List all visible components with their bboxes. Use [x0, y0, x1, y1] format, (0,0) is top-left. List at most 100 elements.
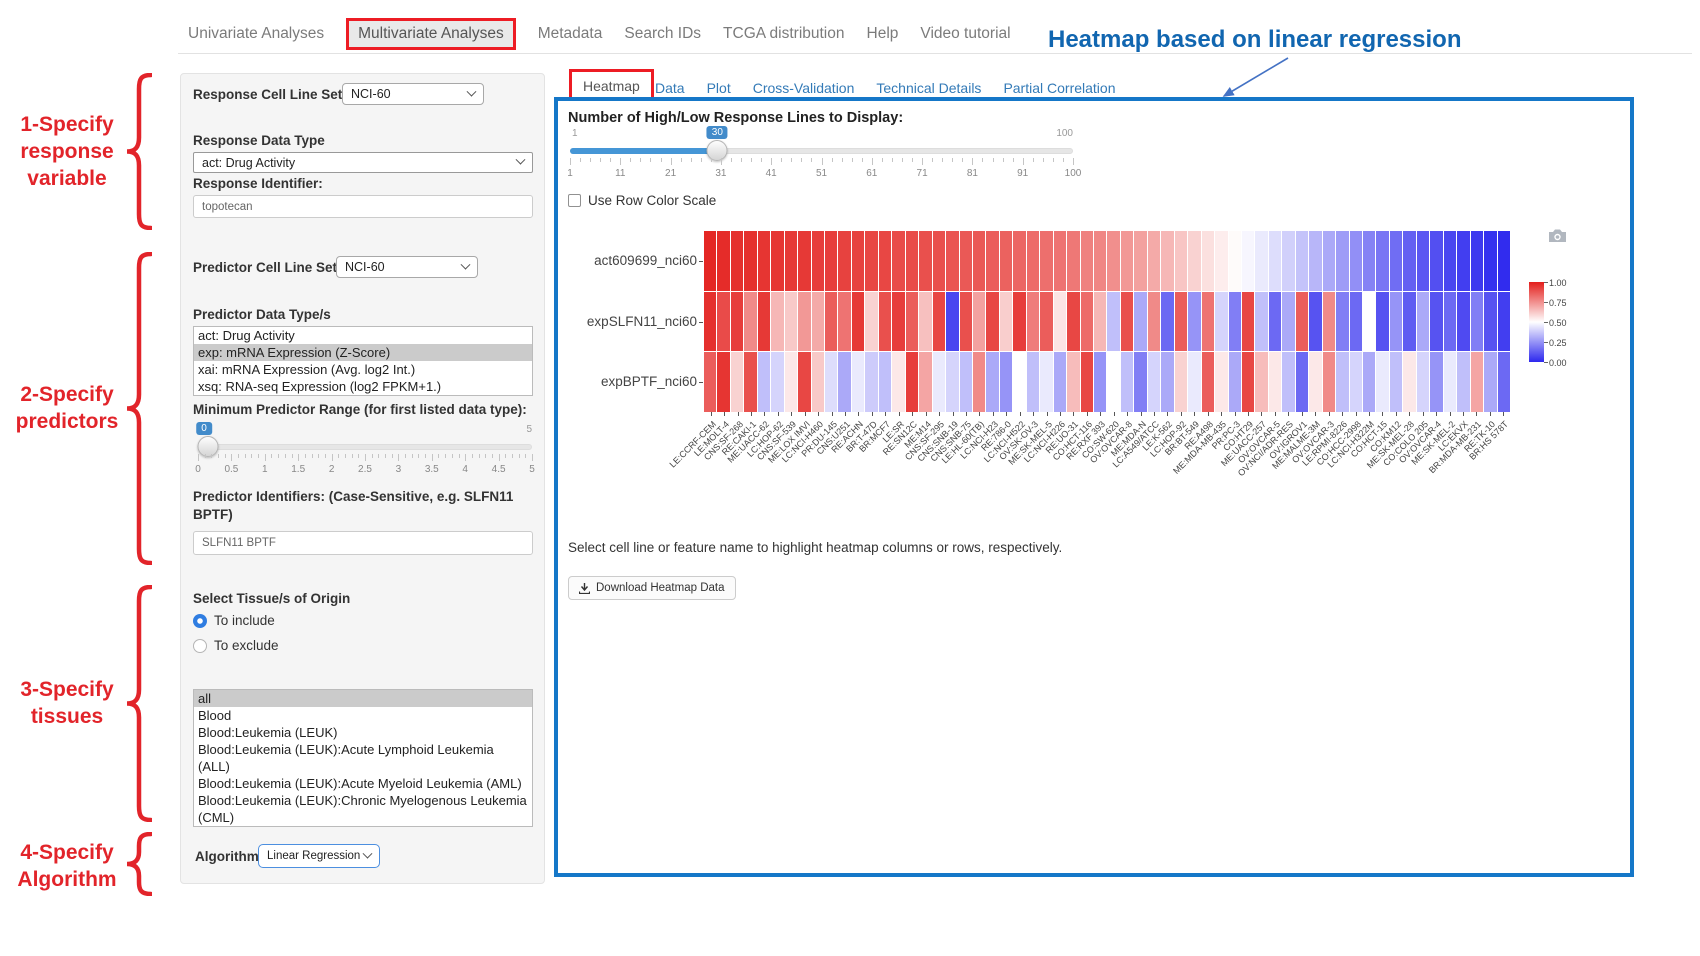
slider-track[interactable]: [198, 444, 532, 450]
heatmap-cell[interactable]: [1215, 231, 1228, 291]
heatmap-cell[interactable]: [1336, 291, 1349, 352]
listbox-option[interactable]: all: [194, 690, 532, 707]
heatmap-cell[interactable]: [1416, 231, 1430, 291]
nav-search-ids[interactable]: Search IDs: [624, 25, 702, 42]
listbox-option[interactable]: Blood:Leukemia (LEUK):Acute Myeloid Leuk…: [198, 776, 522, 791]
heatmap-cell[interactable]: [1282, 291, 1295, 352]
tab-technical-details[interactable]: Technical Details: [876, 80, 982, 96]
heatmap-row-label[interactable]: expSLFN11_nci60: [586, 313, 697, 329]
heatmap-cell[interactable]: [1443, 291, 1457, 352]
heatmap-cell[interactable]: [1080, 231, 1094, 291]
tab-cross-validation[interactable]: Cross-Validation: [752, 80, 855, 96]
response-lines-slider[interactable]: 1 100 30 1 11 21 31 41 51 61 71 81 91 100: [567, 126, 1081, 180]
heatmap-cell[interactable]: [919, 231, 932, 291]
heatmap-cell[interactable]: [825, 352, 838, 412]
listbox-option[interactable]: Blood: [198, 708, 232, 723]
heatmap-cell[interactable]: [1174, 291, 1188, 352]
heatmap-cell[interactable]: [878, 352, 892, 412]
heatmap-cell[interactable]: [757, 231, 771, 291]
heatmap-cell[interactable]: [865, 352, 878, 412]
slider-handle[interactable]: [197, 436, 219, 457]
heatmap-cell[interactable]: [878, 291, 892, 352]
listbox-option[interactable]: Blood:Leukemia (LEUK):Acute Lymphoid Leu…: [198, 742, 494, 774]
heatmap-cell[interactable]: [1161, 231, 1174, 291]
heatmap-cell[interactable]: [1241, 291, 1255, 352]
listbox-option[interactable]: xsq: RNA-seq Expression (log2 FPKM+1.): [198, 379, 442, 394]
heatmap-cell[interactable]: [757, 291, 771, 352]
camera-icon[interactable]: [1548, 228, 1567, 243]
heatmap-cell[interactable]: [1107, 352, 1120, 412]
heatmap-cell[interactable]: [1282, 352, 1295, 412]
heatmap-cell[interactable]: [1067, 352, 1080, 412]
heatmap-cell[interactable]: [1120, 291, 1134, 352]
heatmap-cell[interactable]: [1376, 291, 1389, 352]
listbox-option[interactable]: Blood:Leukemia (LEUK): [198, 725, 338, 740]
heatmap-cell[interactable]: [1013, 352, 1026, 412]
heatmap-cell[interactable]: [1295, 231, 1309, 291]
heatmap-cell[interactable]: [838, 231, 851, 291]
heatmap-cell[interactable]: [1430, 352, 1443, 412]
heatmap-cell[interactable]: [1268, 352, 1282, 412]
heatmap-cell[interactable]: [717, 352, 730, 412]
heatmap-cell[interactable]: [932, 352, 946, 412]
heatmap-cell[interactable]: [946, 352, 959, 412]
radio-icon[interactable]: [193, 613, 207, 628]
heatmap-cell[interactable]: [1026, 352, 1040, 412]
heatmap-cell[interactable]: [744, 231, 757, 291]
heatmap-cell[interactable]: [1309, 231, 1322, 291]
heatmap-cell[interactable]: [932, 231, 946, 291]
heatmap-cell[interactable]: [784, 352, 798, 412]
heatmap-cell[interactable]: [1403, 352, 1416, 412]
heatmap-cell[interactable]: [959, 352, 972, 412]
use-row-color-scale-option[interactable]: Use Row Color Scale: [568, 193, 716, 208]
nav-univariate-analyses[interactable]: Univariate Analyses: [188, 25, 325, 42]
heatmap-cell[interactable]: [972, 231, 986, 291]
heatmap-cell[interactable]: [959, 231, 972, 291]
heatmap-cell[interactable]: [1336, 352, 1349, 412]
predictor-cell-line-set-select[interactable]: NCI-60: [336, 256, 478, 278]
heatmap-cell[interactable]: [1430, 291, 1443, 352]
heatmap-cell[interactable]: [851, 352, 865, 412]
listbox-option[interactable]: xai: mRNA Expression (Avg. log2 Int.): [198, 362, 416, 377]
heatmap-cell[interactable]: [999, 231, 1013, 291]
nav-multivariate-analyses[interactable]: Multivariate Analyses: [358, 25, 504, 42]
heatmap-cell[interactable]: [757, 352, 771, 412]
heatmap-cell[interactable]: [1040, 231, 1053, 291]
response-cell-line-set-select[interactable]: NCI-60: [342, 83, 484, 105]
heatmap-cell[interactable]: [1053, 291, 1067, 352]
heatmap-cell[interactable]: [1120, 352, 1134, 412]
heatmap-cell[interactable]: [1053, 231, 1067, 291]
heatmap-cell[interactable]: [784, 291, 798, 352]
heatmap-cell[interactable]: [1416, 352, 1430, 412]
heatmap-cell[interactable]: [811, 231, 825, 291]
response-data-type-select[interactable]: act: Drug Activity: [193, 152, 533, 173]
heatmap-cell[interactable]: [1080, 352, 1094, 412]
tab-plot[interactable]: Plot: [706, 80, 731, 96]
heatmap-cell[interactable]: [1080, 291, 1094, 352]
heatmap-cell[interactable]: [1389, 231, 1403, 291]
heatmap-cell[interactable]: [1040, 291, 1053, 352]
heatmap-cell[interactable]: [1215, 352, 1228, 412]
heatmap-cell[interactable]: [1470, 352, 1484, 412]
tissue-listbox[interactable]: all Blood Blood:Leukemia (LEUK) Blood:Leuke…: [193, 689, 533, 827]
heatmap-cell[interactable]: [1497, 231, 1510, 291]
heatmap-cell[interactable]: [1201, 352, 1215, 412]
heatmap-cell[interactable]: [1497, 291, 1510, 352]
tissue-include-radio[interactable]: To include: [193, 613, 275, 628]
heatmap-cell[interactable]: [1309, 352, 1322, 412]
heatmap-cell[interactable]: [986, 231, 999, 291]
heatmap-cell[interactable]: [1094, 352, 1107, 412]
heatmap-cell[interactable]: [932, 291, 946, 352]
heatmap-cell[interactable]: [1430, 231, 1443, 291]
heatmap-cell[interactable]: [1255, 291, 1268, 352]
algorithm-select[interactable]: Linear Regression: [258, 844, 380, 868]
heatmap-cell[interactable]: [798, 291, 811, 352]
heatmap-cell[interactable]: [744, 352, 757, 412]
heatmap-cell[interactable]: [1255, 231, 1268, 291]
heatmap-cell[interactable]: [1134, 352, 1147, 412]
heatmap-cell[interactable]: [730, 231, 744, 291]
nav-tcga-distribution[interactable]: TCGA distribution: [723, 25, 845, 42]
tab-data[interactable]: Data: [655, 80, 685, 96]
heatmap-cell[interactable]: [1376, 231, 1389, 291]
heatmap-cell[interactable]: [1484, 231, 1497, 291]
